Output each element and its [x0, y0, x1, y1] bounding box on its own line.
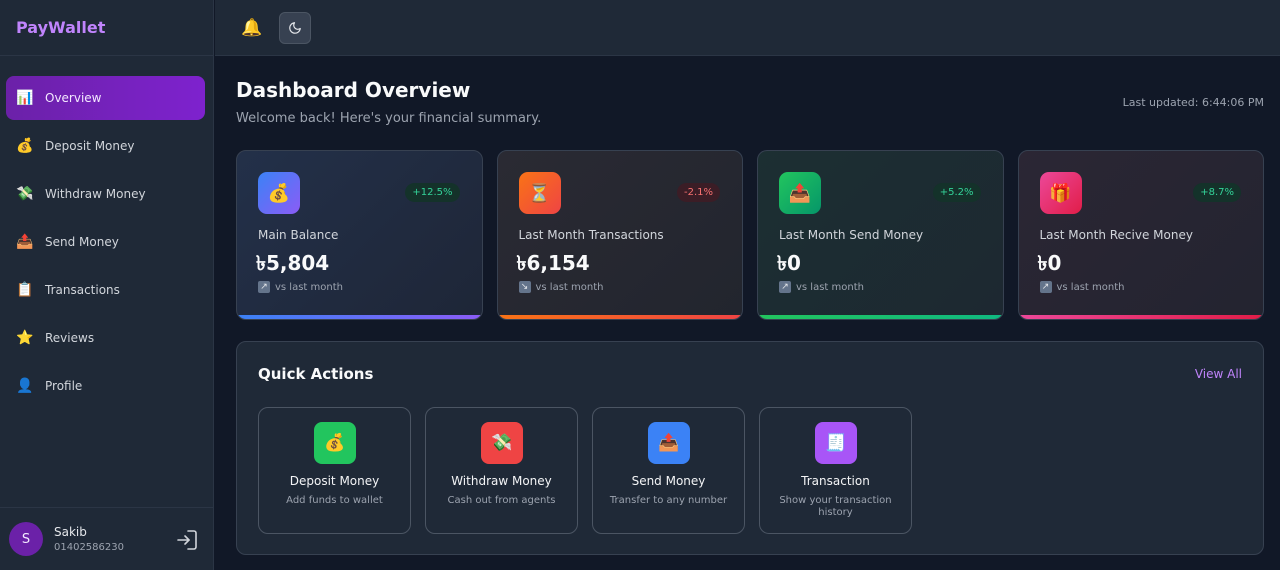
- sidebar-item-transactions[interactable]: 📋 Transactions: [6, 268, 205, 312]
- user-name: Sakib: [54, 525, 87, 539]
- trend-up-icon: ↗: [1039, 281, 1052, 293]
- user-phone: 01402586230: [54, 542, 124, 553]
- stat-label: Main Balance: [258, 228, 339, 242]
- sidebar-item-label: Profile: [45, 379, 83, 393]
- trend-up-icon: ↗: [258, 281, 270, 293]
- accent-bar: [1018, 315, 1263, 319]
- moon-icon: [289, 21, 302, 34]
- receipt-icon: 🧾: [815, 422, 857, 464]
- outbox-icon: 📤: [16, 234, 34, 250]
- user-panel: S Sakib 01402586230: [0, 507, 214, 570]
- quick-actions-title: Quick Actions: [258, 365, 374, 383]
- stat-label: Last Month Recive Money: [1039, 228, 1193, 242]
- hourglass-icon: ⏳: [518, 172, 561, 214]
- quick-action-withdraw-money[interactable]: 💸 Withdraw Money Cash out from agents: [425, 407, 578, 534]
- stat-value: ৳5,804: [256, 251, 330, 275]
- quick-action-desc: Transfer to any number: [609, 495, 728, 506]
- sidebar-item-withdraw-money[interactable]: 💸 Withdraw Money: [6, 172, 205, 216]
- quick-action-name: Deposit Money: [289, 474, 380, 488]
- theme-toggle-button[interactable]: [279, 11, 312, 44]
- quick-action-desc: Cash out from agents: [447, 495, 556, 506]
- outbox-icon: 📤: [648, 422, 690, 464]
- trend-label: vs last month: [275, 281, 343, 293]
- change-badge: -2.1%: [676, 183, 720, 202]
- stat-card-main-balance[interactable]: 💰 +12.5% Main Balance ৳5,804 ↗ vs last m…: [236, 150, 483, 320]
- trend-up-icon: ↗: [779, 281, 791, 293]
- stat-label: Last Month Transactions: [518, 228, 664, 242]
- money-bag-icon: 💰: [314, 422, 356, 464]
- change-badge: +8.7%: [1193, 183, 1241, 202]
- quick-action-transaction[interactable]: 🧾 Transaction Show your transaction hist…: [759, 407, 912, 534]
- quick-action-list: 💰 Deposit Money Add funds to wallet 💸 Wi…: [258, 407, 912, 534]
- trend-label: vs last month: [1056, 281, 1125, 293]
- trend-label: vs last month: [796, 281, 864, 293]
- quick-action-send-money[interactable]: 📤 Send Money Transfer to any number: [592, 407, 745, 534]
- quick-action-name: Send Money: [631, 474, 706, 488]
- user-info: Sakib 01402586230: [54, 525, 124, 553]
- logout-icon: [177, 530, 197, 550]
- logout-button[interactable]: [176, 528, 198, 552]
- sidebar-item-label: Send Money: [45, 235, 119, 249]
- accent-bar: [758, 315, 1003, 319]
- page-subtitle: Welcome back! Here's your financial summ…: [236, 111, 542, 126]
- quick-action-desc: Add funds to wallet: [286, 495, 383, 506]
- sidebar-item-label: Deposit Money: [45, 139, 135, 153]
- gift-icon: 🎁: [1039, 172, 1082, 214]
- stat-label: Last Month Send Money: [779, 228, 924, 242]
- quick-action-desc: Show your transaction history: [779, 495, 892, 518]
- user-icon: 👤: [16, 378, 34, 394]
- sidebar: PayWallet 📊 Overview 💰 Deposit Money 💸 W…: [0, 0, 214, 570]
- sidebar-item-overview[interactable]: 📊 Overview: [6, 76, 205, 120]
- view-all-link[interactable]: View All: [1194, 367, 1242, 381]
- stat-card-last-month-receive-money[interactable]: 🎁 +8.7% Last Month Recive Money ৳0 ↗ vs …: [1017, 150, 1264, 320]
- stat-card-last-month-transactions[interactable]: ⏳ -2.1% Last Month Transactions ৳6,154 ↘…: [496, 150, 743, 320]
- sidebar-item-label: Transactions: [45, 283, 120, 297]
- quick-actions-panel: Quick Actions View All 💰 Deposit Money A…: [236, 341, 1264, 555]
- change-badge: +12.5%: [405, 183, 460, 202]
- last-updated: Last updated: 6:44:06 PM: [1122, 96, 1264, 109]
- money-wings-icon: 💸: [16, 186, 34, 202]
- money-bag-icon: 💰: [16, 138, 34, 154]
- stat-trend: ↗ vs last month: [1039, 281, 1125, 293]
- trend-label: vs last month: [535, 281, 604, 293]
- accent-bar: [237, 315, 482, 319]
- stat-value: ৳0: [1037, 251, 1062, 275]
- sidebar-item-send-money[interactable]: 📤 Send Money: [6, 220, 205, 264]
- brand-logo[interactable]: PayWallet: [0, 0, 213, 56]
- money-wings-icon: 💸: [481, 422, 523, 464]
- quick-action-name: Transaction: [801, 474, 870, 488]
- stat-trend: ↗ vs last month: [779, 281, 864, 293]
- avatar[interactable]: S: [9, 522, 43, 556]
- page-title: Dashboard Overview: [236, 78, 471, 102]
- sidebar-item-deposit-money[interactable]: 💰 Deposit Money: [6, 124, 205, 168]
- chart-icon: 📊: [16, 90, 34, 106]
- quick-action-name: Withdraw Money: [451, 474, 552, 488]
- accent-bar: [497, 315, 742, 319]
- bell-icon[interactable]: 🔔: [241, 17, 263, 38]
- sidebar-item-profile[interactable]: 👤 Profile: [6, 364, 205, 408]
- outbox-icon: 📤: [779, 172, 821, 214]
- sidebar-item-label: Withdraw Money: [45, 187, 146, 201]
- stat-trend: ↘ vs last month: [518, 281, 604, 293]
- quick-action-deposit-money[interactable]: 💰 Deposit Money Add funds to wallet: [258, 407, 411, 534]
- sidebar-nav: 📊 Overview 💰 Deposit Money 💸 Withdraw Mo…: [0, 56, 213, 408]
- main-content: Dashboard Overview Welcome back! Here's …: [236, 56, 1264, 570]
- top-bar: 🔔: [215, 0, 1280, 56]
- sidebar-item-label: Reviews: [45, 331, 95, 345]
- stat-value: ৳6,154: [516, 251, 590, 275]
- trend-down-icon: ↘: [518, 281, 531, 293]
- stat-trend: ↗ vs last month: [258, 281, 343, 293]
- stat-value: ৳0: [777, 251, 801, 275]
- sidebar-item-reviews[interactable]: ⭐ Reviews: [6, 316, 205, 360]
- money-bag-icon: 💰: [258, 172, 300, 214]
- clipboard-icon: 📋: [16, 282, 34, 298]
- stat-card-last-month-send-money[interactable]: 📤 +5.2% Last Month Send Money ৳0 ↗ vs la…: [757, 150, 1004, 320]
- star-icon: ⭐: [16, 330, 34, 346]
- stat-cards: 💰 +12.5% Main Balance ৳5,804 ↗ vs last m…: [236, 150, 1264, 320]
- change-badge: +5.2%: [932, 183, 981, 202]
- sidebar-item-label: Overview: [45, 91, 102, 105]
